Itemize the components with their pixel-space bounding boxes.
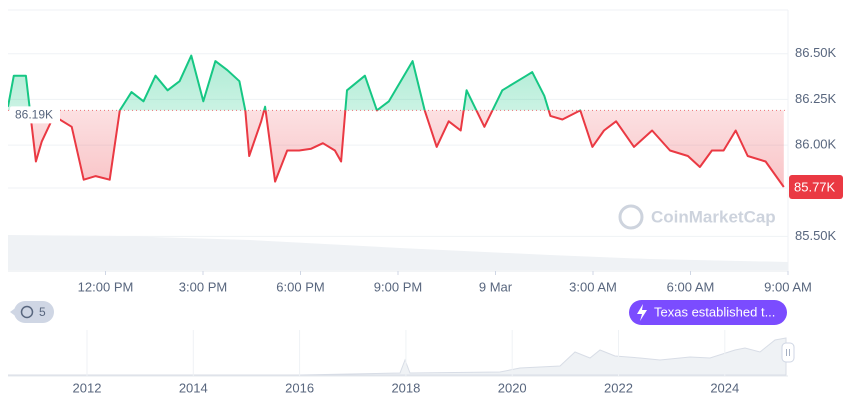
x-tick-label: 6:00 PM	[276, 279, 324, 294]
plot: 86.19K	[8, 53, 789, 275]
area-up	[8, 55, 549, 111]
history-badge[interactable]: 5	[10, 301, 54, 323]
watermark-logo	[618, 204, 644, 230]
navigator-year: 2024	[710, 380, 739, 395]
navigator-year: 2018	[391, 380, 420, 395]
x-tick-label: 9:00 PM	[374, 279, 422, 294]
navigator-area	[8, 337, 787, 376]
navigator-year: 2022	[604, 380, 633, 395]
pill-icon	[637, 304, 647, 321]
navigator-handle[interactable]	[781, 342, 795, 363]
event-pill[interactable]: Texas established t...	[629, 300, 787, 325]
line-down	[28, 110, 785, 188]
x-tick-label: 9 Mar	[479, 279, 513, 294]
badge-count: 5	[39, 305, 46, 319]
y-tick-label: 86.50K	[795, 45, 837, 60]
pill-bg	[629, 300, 787, 325]
pill-text: Texas established t...	[654, 304, 775, 319]
x-tick-label: 9:00 AM	[764, 279, 812, 294]
x-tick-label: 12:00 PM	[78, 279, 134, 294]
area-down	[8, 110, 784, 187]
y-tick-label: 86.00K	[795, 137, 837, 152]
navigator-year: 2012	[73, 380, 102, 395]
watermark-text: CoinMarketCap	[651, 207, 776, 226]
baseline-tag: 86.19K	[15, 108, 53, 122]
badge-bg	[14, 301, 54, 323]
line-up	[8, 54, 582, 111]
badge-icon	[20, 305, 34, 319]
x-tick-label: 3:00 PM	[179, 279, 227, 294]
x-tick-label: 3:00 AM	[569, 279, 617, 294]
baseline-tag-bg	[10, 106, 60, 124]
navigator-year: 2016	[285, 380, 314, 395]
navigator-year: 2020	[498, 380, 527, 395]
navigator: 2012 2014 2016 2018 2020 2022 2024	[8, 330, 795, 395]
x-tick-label: 6:00 AM	[667, 279, 715, 294]
y-tick-label: 85.50K	[795, 228, 837, 243]
badge-pointer	[10, 306, 18, 318]
last-price-bg	[789, 175, 843, 200]
y-tick-label: 86.25K	[795, 91, 837, 106]
last-price-tag: 85.77K	[794, 179, 836, 194]
watermark: CoinMarketCap	[618, 204, 776, 230]
volume-area	[8, 235, 788, 270]
navigator-year: 2014	[179, 380, 208, 395]
